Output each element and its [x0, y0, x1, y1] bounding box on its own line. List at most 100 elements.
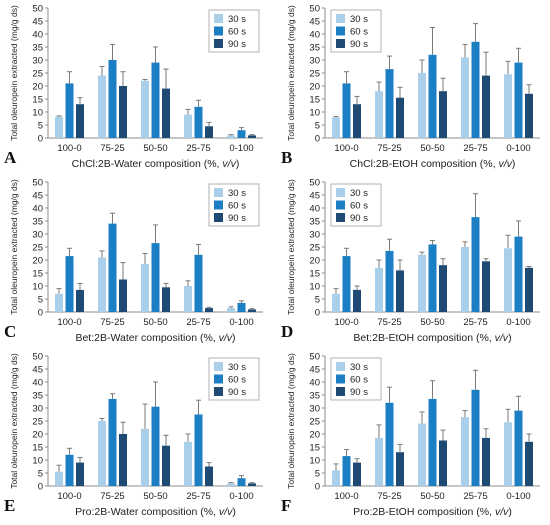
- y-tick-label: 25: [309, 242, 320, 253]
- y-tick-label: 40: [32, 29, 43, 40]
- y-tick-label: 50: [309, 177, 320, 188]
- panel-letter: F: [281, 496, 291, 515]
- bar: [151, 406, 160, 486]
- bar: [227, 308, 235, 312]
- bar: [98, 75, 106, 138]
- bar: [332, 470, 340, 486]
- bar: [504, 74, 512, 138]
- bar: [205, 466, 213, 486]
- legend-label: 60 s: [228, 201, 246, 212]
- y-tick-label: 35: [32, 42, 43, 53]
- legend-label: 90 s: [350, 213, 368, 224]
- bar: [471, 217, 480, 312]
- y-tick-label: 25: [32, 242, 43, 253]
- legend-swatch: [336, 26, 345, 36]
- x-tick-label: 75-25: [100, 317, 124, 328]
- bar: [194, 254, 203, 312]
- x-tick-label: 75-25: [377, 317, 401, 328]
- legend-label: 60 s: [350, 27, 368, 38]
- legend-swatch: [214, 39, 223, 48]
- bar: [76, 104, 84, 138]
- x-tick-label: 0-100: [506, 491, 530, 502]
- x-axis-title-part: ): [236, 158, 240, 170]
- bar: [227, 135, 235, 138]
- y-tick-label: 10: [32, 107, 43, 118]
- legend-swatch: [214, 26, 223, 36]
- y-tick-label: 45: [309, 16, 320, 27]
- bar: [418, 254, 426, 312]
- legend-label: 30 s: [350, 14, 368, 25]
- bar: [227, 483, 235, 486]
- y-tick-label: 15: [32, 268, 43, 279]
- bar: [461, 247, 469, 312]
- y-tick-label: 50: [32, 3, 43, 14]
- y-tick-label: 35: [309, 390, 320, 401]
- bar: [205, 126, 213, 138]
- x-axis-title: Pro:2B-EtOH composition (%, v/v): [353, 506, 512, 518]
- bar: [55, 116, 63, 138]
- x-tick-label: 25-75: [463, 143, 487, 154]
- y-tick-label: 20: [32, 255, 43, 266]
- bar: [237, 478, 246, 486]
- x-axis-title-part: ChCl:2B-Water composition (%,: [72, 158, 223, 170]
- bar: [119, 279, 127, 312]
- x-tick-label: 0-100: [506, 317, 530, 328]
- legend-label: 90 s: [228, 387, 246, 398]
- x-tick-label: 100-0: [57, 317, 81, 328]
- bar: [76, 289, 84, 312]
- bar: [162, 287, 170, 312]
- x-tick-label: 100-0: [57, 143, 81, 154]
- x-tick-label: 50-50: [420, 143, 444, 154]
- x-axis-title-part: Pro:2B-Water composition (%,: [75, 506, 219, 518]
- bar: [514, 410, 523, 486]
- y-tick-label: 45: [32, 16, 43, 27]
- y-tick-label: 45: [32, 190, 43, 201]
- legend-label: 60 s: [350, 201, 368, 212]
- y-tick-label: 40: [309, 203, 320, 214]
- bar: [184, 114, 192, 138]
- y-tick-label: 0: [315, 307, 320, 318]
- bar: [428, 54, 437, 138]
- bar: [151, 243, 160, 312]
- y-tick-label: 40: [32, 377, 43, 388]
- bar: [471, 389, 480, 486]
- legend-label: 30 s: [228, 362, 246, 373]
- y-tick-label: 0: [315, 481, 320, 492]
- chart-panel-e: 0 5 10 15 20 25 30 35 40 45 50 Total oleuropein ext…: [4, 351, 263, 518]
- y-tick-label: 0: [315, 133, 320, 144]
- x-tick-label: 0-100: [229, 491, 253, 502]
- x-tick-label: 100-0: [334, 317, 358, 328]
- y-tick-label: 30: [32, 229, 43, 240]
- x-axis-title-part: ): [232, 332, 236, 344]
- y-tick-label: 20: [309, 81, 320, 92]
- bar: [375, 437, 383, 486]
- bar: [396, 97, 404, 138]
- y-tick-label: 20: [32, 81, 43, 92]
- y-axis-title: Total oleuropein extracted (mg/g ds): [9, 179, 19, 315]
- bar: [194, 106, 203, 138]
- legend-swatch: [214, 374, 223, 384]
- y-tick-label: 30: [309, 229, 320, 240]
- y-tick-label: 5: [38, 294, 43, 305]
- x-axis-title: Pro:2B-Water composition (%, v/v): [75, 506, 236, 518]
- x-tick-label: 25-75: [463, 317, 487, 328]
- bar: [55, 293, 63, 312]
- bar: [353, 462, 361, 486]
- bar: [525, 267, 533, 312]
- legend-label: 60 s: [350, 375, 368, 386]
- bar: [525, 93, 533, 138]
- x-axis-title-part: ): [232, 506, 236, 518]
- x-axis-title: Bet:2B-Water composition (%, v/v): [75, 332, 235, 344]
- x-axis-title-part: v/v: [498, 158, 512, 170]
- legend-swatch: [214, 387, 223, 396]
- legend-swatch: [214, 200, 223, 210]
- y-tick-label: 30: [32, 55, 43, 66]
- x-axis-title-part: Bet:2B-EtOH composition (%,: [353, 332, 494, 344]
- bar: [162, 445, 170, 486]
- legend: 30 s 60 s90 s: [208, 183, 260, 227]
- bar: [439, 265, 447, 312]
- y-tick-label: 35: [32, 216, 43, 227]
- legend-label: 60 s: [228, 27, 246, 38]
- bar: [98, 257, 106, 312]
- panel-letter: A: [4, 148, 17, 167]
